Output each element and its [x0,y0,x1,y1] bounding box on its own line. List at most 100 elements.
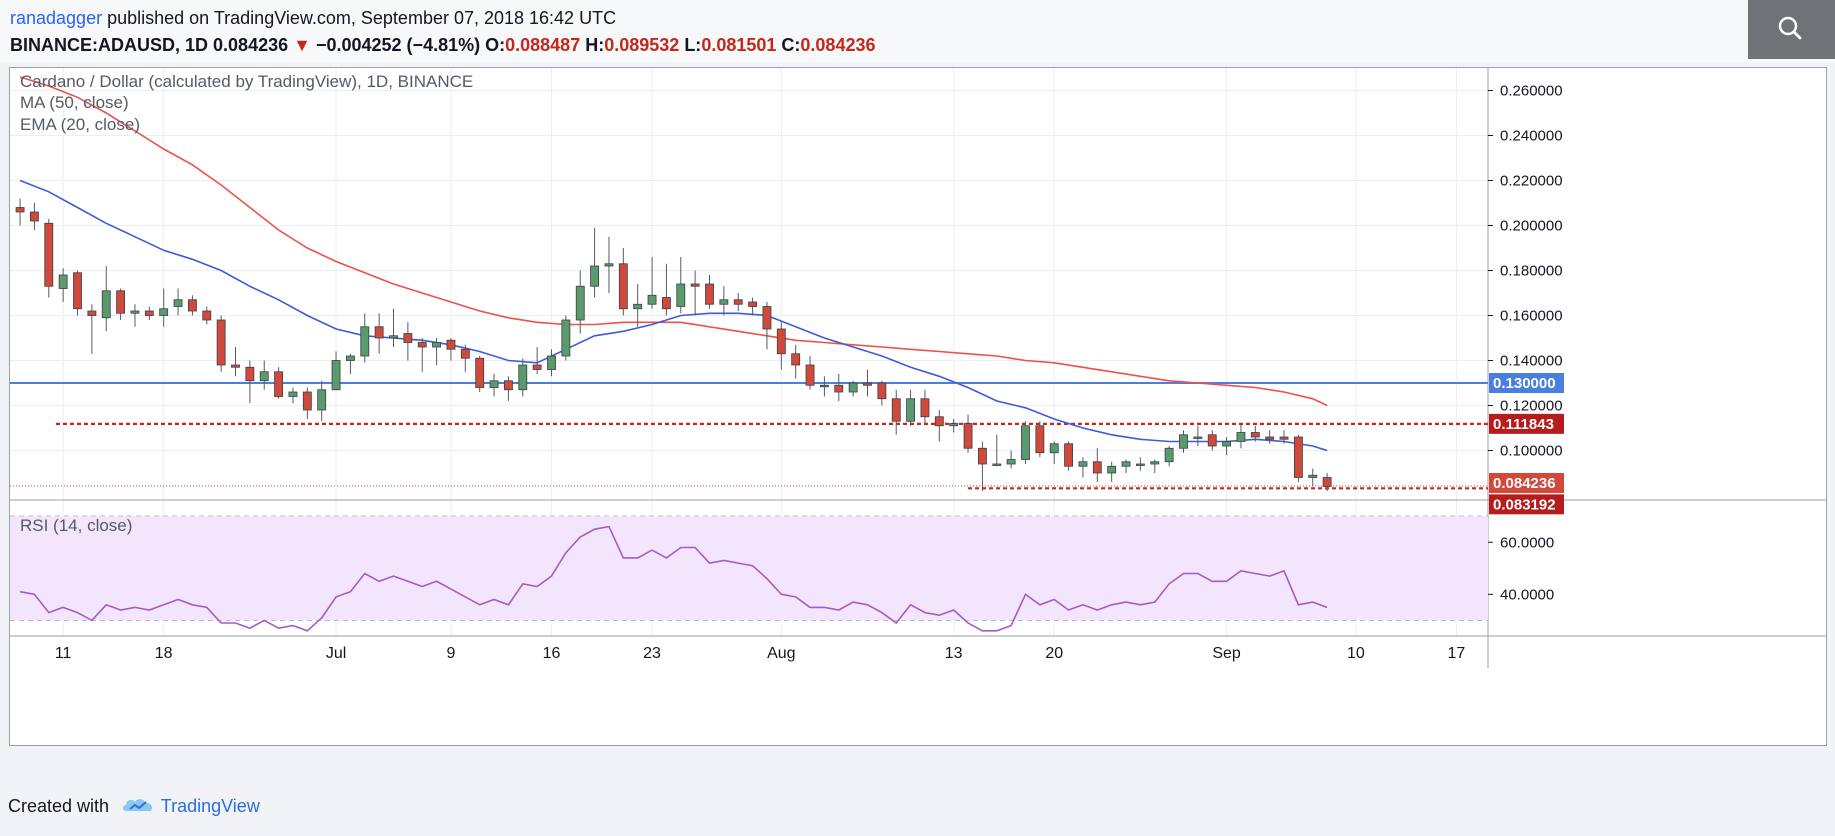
candle-body [15,207,25,213]
candle-body [1222,441,1232,447]
candle [1265,430,1275,444]
candle-body [733,299,743,305]
candle [949,419,959,433]
candle-body [73,272,82,310]
candle [561,315,571,361]
candle [202,306,212,325]
candle [1193,425,1203,446]
price-change: −0.004252 (−4.81%) [315,35,481,55]
candle [58,268,68,302]
author-link[interactable]: ranadagger [10,8,103,28]
candle [1279,430,1289,444]
candle-body [1179,434,1188,449]
candle-body [202,310,212,321]
candle [1135,457,1145,471]
candle [360,313,370,363]
low-value: 0.081501 [701,35,777,55]
candle-body [144,310,154,316]
chart-title: Cardano / Dollar (calculated by TradingV… [20,72,473,91]
candle [116,288,126,320]
level-label-130000: 0.130000 [1493,375,1556,392]
candle-body [87,310,97,316]
created-with-label: Created with [8,796,110,816]
candle [245,360,255,404]
horizontal-lines[interactable] [10,382,1488,490]
candle [518,358,528,397]
candle [259,360,269,390]
candle-body [1308,474,1318,478]
candle-body [187,299,197,312]
candle-body [1250,432,1260,438]
candle [1107,461,1117,482]
candle-body [719,299,729,305]
ema20-line [19,179,1328,452]
candle [417,338,427,372]
x-tick-label: Jul [326,645,346,662]
level-label-083192-bg [1489,494,1564,515]
candle-body [1107,465,1117,474]
candle-body [460,348,470,359]
price-axis[interactable]: 0.260000 0.240000 0.220000 0.200000 0.180000… [1488,83,1564,604]
candle [1222,437,1232,455]
candle-body [1021,425,1030,460]
candle [934,410,944,442]
chart-header: ranadagger published on TradingView.com,… [0,0,1835,62]
candle-body [819,384,829,388]
symbol-label: BINANCE:ADAUSD, 1D [10,35,209,55]
candle-body [1207,434,1217,447]
candle-body [432,342,442,348]
close-value: 0.084236 [800,35,876,55]
candle-body [906,398,916,422]
chart-canvas[interactable]: 0.260000 0.240000 0.220000 0.200000 0.180000… [10,68,1826,745]
candle-body [676,283,686,307]
high-value: 0.089532 [604,35,680,55]
candle [590,227,600,298]
candle [460,344,470,372]
candle [604,236,614,293]
search-button[interactable] [1748,0,1835,59]
candle [1164,446,1174,467]
candle-body [776,328,786,355]
candle-body [590,265,600,287]
candle-body [44,222,54,287]
candle [1250,425,1260,442]
candle [719,286,729,316]
candle [1150,459,1160,473]
candle [1064,441,1074,471]
candle [992,434,1002,467]
x-tick-label: Aug [767,645,795,662]
candle-body [58,274,68,289]
rsi-tick-label: 60.0000 [1500,534,1554,551]
candle [73,270,82,316]
low-label: L: [684,35,702,55]
y-tick-label: 0.160000 [1500,308,1563,325]
moving-averages [19,76,1328,452]
candle [647,257,657,309]
candle-body [604,263,614,267]
level-label-130000-bg [1489,373,1564,393]
level-label-083192: 0.083192 [1493,496,1556,513]
candle-body [274,371,284,397]
level-label-111843-bg [1489,413,1564,434]
candle-body [159,308,169,316]
candle-body [1322,477,1332,487]
x-tick-label: 13 [945,645,963,662]
y-tick-label: 0.120000 [1500,398,1563,415]
rsi-legend: RSI (14, close) [20,516,132,535]
chart-container[interactable]: 0.260000 0.240000 0.220000 0.200000 0.180000… [9,67,1827,746]
time-axis[interactable]: 11 18 Jul 9 16 23 Aug 13 20 Sep 10 17 [55,645,1466,662]
candle-body [647,294,657,305]
candle-body [29,211,39,222]
candle-body [1121,461,1131,467]
candle [705,275,714,309]
candle-body [130,310,140,314]
candle [130,304,140,327]
candle [1308,468,1318,487]
candle-body [891,398,901,422]
candle [834,374,844,401]
ma50-legend: MA (50, close) [20,93,129,112]
candle-body [1049,443,1059,454]
candle-body [561,319,571,357]
last-price: 0.084236 [213,35,289,55]
tradingview-link[interactable]: TradingView [160,796,260,816]
